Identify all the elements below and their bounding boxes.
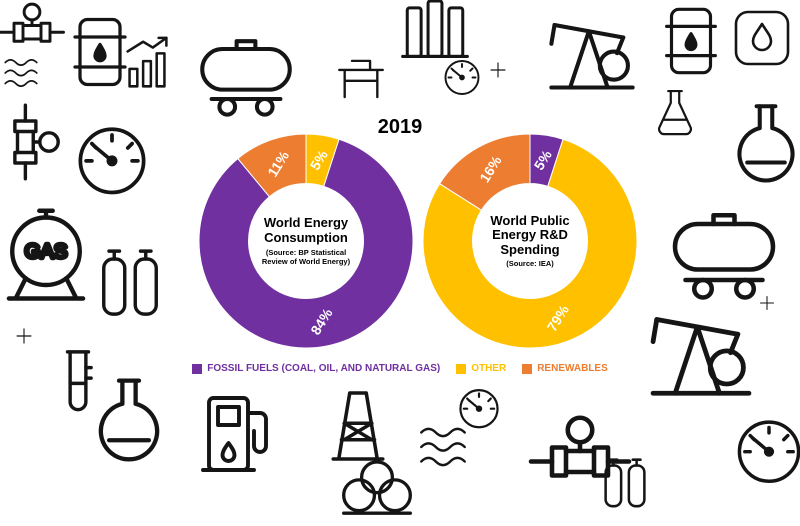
oil-barrel-icon <box>652 2 730 80</box>
legend-swatch-fossil-fuels <box>192 363 203 374</box>
pumpjack-icon <box>542 0 642 100</box>
pumpjack-icon <box>642 290 760 408</box>
tanker-wagon-icon <box>196 24 296 124</box>
legend-swatch-renewables <box>522 363 533 374</box>
pressure-gauge-icon <box>726 406 800 492</box>
legend-item-other: OTHER <box>456 363 506 374</box>
gas-tank-icon <box>0 204 100 312</box>
gauge-icon <box>452 380 506 434</box>
donut-center-left: World Energy Consumption (Source: BP Sta… <box>252 187 360 295</box>
valve-pipeline-icon <box>0 100 70 184</box>
round-flask-icon <box>716 100 800 200</box>
donut-subtitle-left: (Source: BP Statistical Review of World … <box>261 247 351 266</box>
donut-segment-renewables <box>237 133 307 198</box>
donut-world-public-energy-rd-spending: 5% 79% 16% World Public Energy R&D Spendin… <box>420 131 640 351</box>
plus-icon <box>484 56 512 84</box>
chart-year-title: 2019 <box>377 116 423 138</box>
storage-tanks-icon <box>336 444 418 526</box>
round-flask-icon <box>76 374 182 480</box>
growth-chart-icon <box>116 34 178 96</box>
donut-title-right: World Public Energy R&D Spending <box>490 212 570 257</box>
donut-segment-renewables <box>438 133 531 211</box>
legend-label-other: OTHER <box>471 363 507 374</box>
plus-icon <box>754 290 780 316</box>
donut-segment-other <box>422 138 638 349</box>
gas-cylinders-icon <box>594 450 656 512</box>
plus-icon <box>10 322 38 350</box>
donut-title-left: World Energy Consumption <box>263 215 349 245</box>
legend-item-fossil-fuels: FOSSIL FUELS (COAL, OIL, AND NATURAL GAS… <box>192 363 440 374</box>
chart-legend: FOSSIL FUELS (COAL, OIL, AND NATURAL GAS… <box>0 363 800 374</box>
legend-item-renewables: RENEWABLES <box>522 363 608 374</box>
fuel-pump-icon <box>188 386 284 482</box>
legend-swatch-other <box>456 363 467 374</box>
donut-segment-fossil-fuels <box>198 138 414 349</box>
donut-center-right: World Public Energy R&D Spending (Source… <box>476 187 584 295</box>
gas-cylinders-icon <box>88 238 172 322</box>
donut-chart-left: 5%84%11% <box>198 133 414 349</box>
waves-icon <box>0 52 42 94</box>
gauge-icon <box>438 52 486 100</box>
donut-world-energy-consumption: 5% 84% 11% World Energy Consumption (Sourc… <box>196 131 416 351</box>
oil-drop-icon <box>730 6 794 70</box>
legend-label-renewables: RENEWABLES <box>537 363 608 374</box>
table-icon <box>332 50 390 108</box>
donut-chart-right: 5%79%16% <box>422 133 638 349</box>
legend-label-fossil-fuels: FOSSIL FUELS (COAL, OIL, AND NATURAL GAS… <box>207 363 441 374</box>
donut-subtitle-right: (Source: IEA) <box>506 259 554 269</box>
